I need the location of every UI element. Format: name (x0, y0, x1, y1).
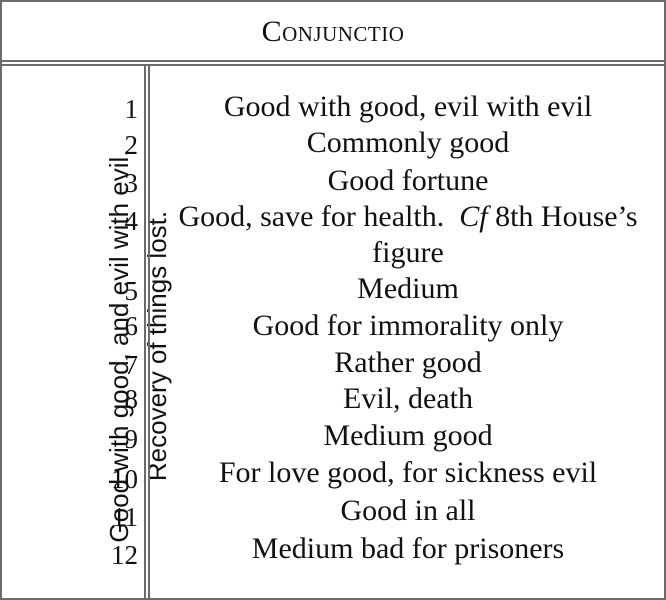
row-text: Good for immorality only (252, 309, 564, 342)
row-number: 10 (111, 464, 138, 494)
row-number: 12 (111, 540, 138, 570)
row-text: Evil, death (343, 382, 473, 415)
row-text: Commonly good (306, 126, 510, 159)
row-text-continuation: figure (372, 236, 444, 269)
row-number: 5 (124, 276, 139, 306)
row-number: 7 (124, 350, 139, 380)
row-text: Medium bad for prisoners (251, 532, 565, 565)
row-number: 8 (124, 384, 139, 414)
row-text: Rather good (334, 346, 482, 379)
row-text-multiline: Good, save for health. Cf 8th House’s (152, 200, 664, 234)
row-text: Good fortune (327, 164, 489, 197)
side-label: Good with good, and evil with evil. Reco… (10, 96, 172, 596)
row-text-part: 8th House’s (495, 200, 638, 233)
title-row: Conjunctio (2, 2, 664, 66)
row-text: Good in all (340, 494, 476, 527)
row-text: Medium good (323, 419, 493, 452)
row-text: Medium (357, 272, 459, 305)
row-number: 4 (124, 206, 139, 236)
side-label-column: Good with good, and evil with evil. Reco… (2, 66, 172, 598)
row-number: 3 (124, 168, 139, 198)
table-title: Conjunctio (261, 15, 405, 48)
row-number: 9 (124, 424, 139, 454)
row-number: 1 (124, 94, 139, 124)
row-text: Good with good, evil with evil (223, 90, 593, 123)
row-text-italic: Cf (459, 200, 488, 233)
row-text-part: Good, save for health. (178, 200, 445, 233)
row-text: For love good, for sickness evil (218, 456, 598, 489)
row-number: 2 (124, 130, 139, 160)
row-number: 6 (124, 311, 139, 341)
row-number: 11 (112, 502, 138, 532)
